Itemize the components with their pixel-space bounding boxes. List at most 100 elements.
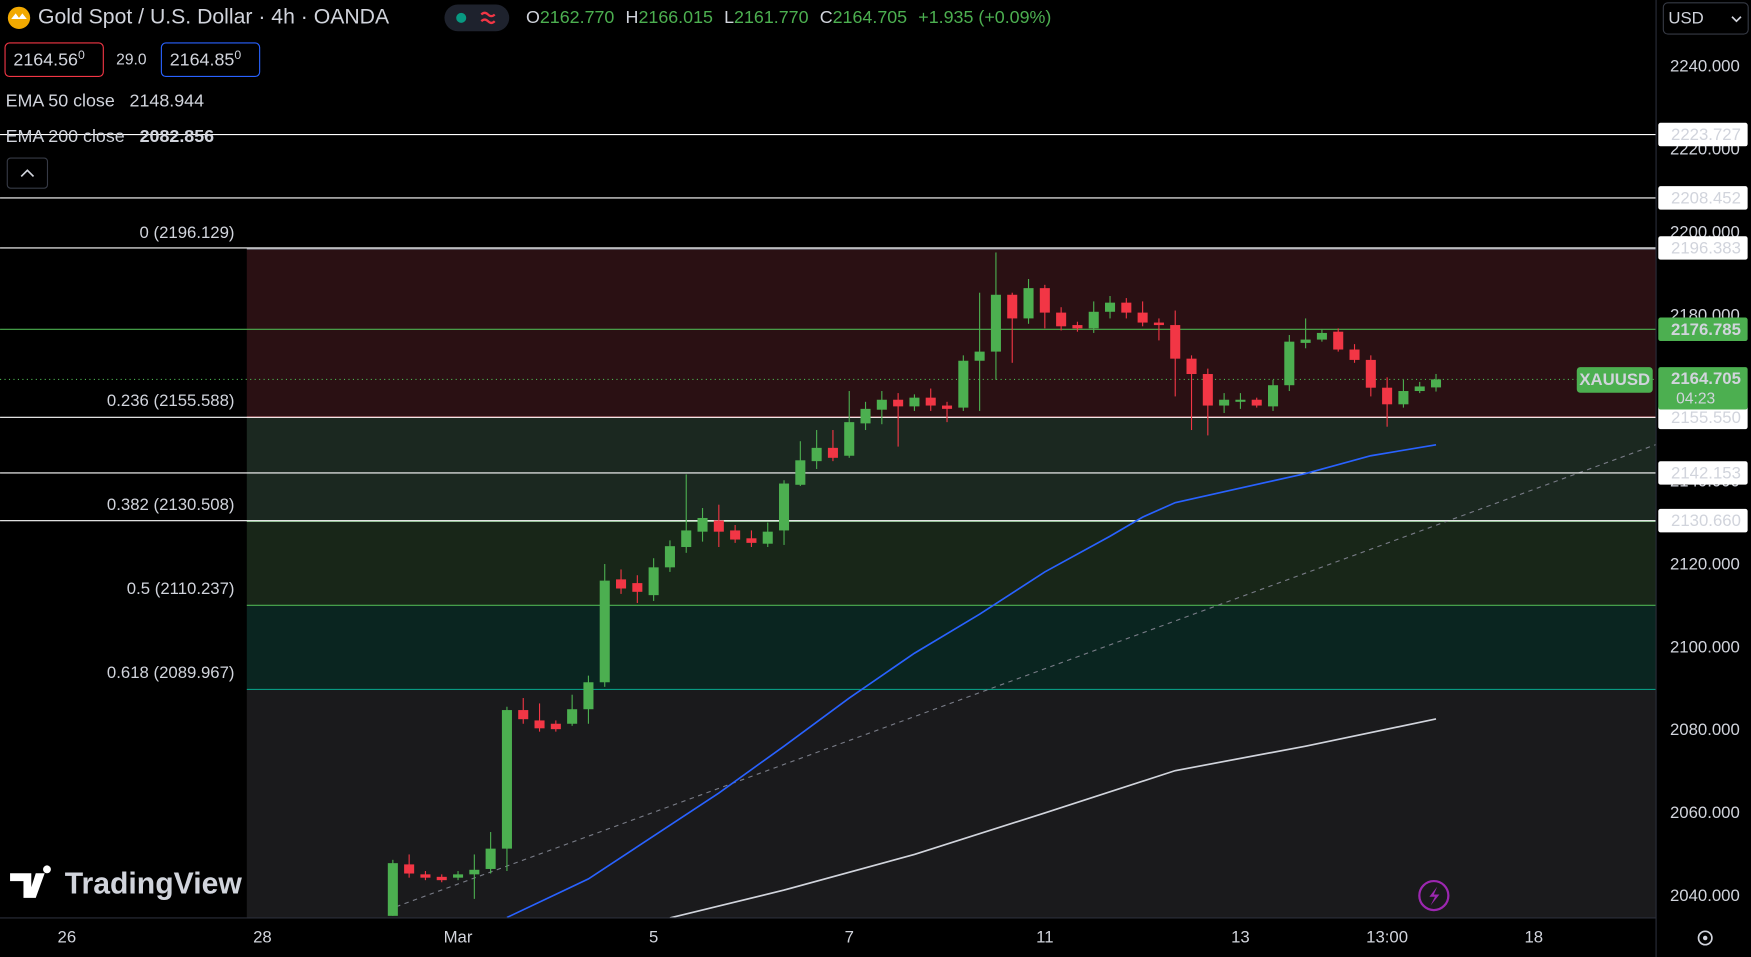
currency: USD: [1668, 8, 1703, 27]
x-tick-label: 13:00: [1366, 927, 1408, 946]
ema50-legend-name: EMA 50 close: [6, 90, 115, 110]
ask-box[interactable]: [160, 42, 261, 78]
last-price-box: [1658, 367, 1748, 410]
candle-body: [713, 520, 724, 532]
candle-body: [1235, 399, 1246, 402]
plot-area: [0, 133, 1657, 918]
ask-sup: 0: [234, 48, 241, 62]
price-label-box: [1658, 122, 1748, 147]
ask-main: 2164.85: [170, 49, 235, 69]
candle-body: [1365, 359, 1376, 388]
candle-body: [1088, 311, 1099, 329]
fib-zone: [246, 521, 1657, 606]
ohlc-value: 2162.770: [540, 7, 615, 27]
candle-body: [1007, 294, 1018, 319]
x-tick-label: Mar: [444, 927, 473, 946]
candle-body: [1382, 387, 1393, 405]
x-tick-label: 18: [1524, 927, 1543, 946]
candle-body: [860, 408, 871, 424]
candle-body: [942, 405, 953, 409]
candle-body: [632, 583, 643, 592]
candle-body: [925, 397, 936, 406]
candle-body: [893, 399, 904, 407]
price-label-box: [1658, 186, 1748, 210]
ema200-legend-name: EMA 200 close: [6, 126, 125, 146]
candle-body: [681, 530, 692, 548]
candle-body: [1316, 332, 1327, 340]
x-tick-label: 26: [58, 927, 77, 946]
dropdown-chevron: [1731, 16, 1742, 23]
symbol-icon-mark: [11, 13, 27, 19]
x-tick-label: 7: [845, 927, 854, 946]
ohlc-value: 2164.705: [833, 7, 908, 27]
fib-zone: [246, 249, 1657, 418]
y-tick-label: 2060.000: [1670, 803, 1740, 822]
candle-body: [518, 710, 529, 720]
collapse-button[interactable]: [6, 157, 49, 189]
ema200-legend-value: 2082.856: [140, 126, 215, 146]
y-tick-label: 2120.000: [1670, 554, 1740, 573]
candle-body: [1284, 341, 1295, 386]
ohlc-value: 2161.770: [734, 7, 809, 27]
candle-body: [1267, 385, 1279, 407]
candle-body: [1137, 312, 1148, 323]
fib-zone: [246, 417, 1657, 522]
spread: 29.0: [116, 51, 147, 68]
logo: TradingView: [65, 868, 243, 901]
bid-sup: 0: [78, 48, 85, 62]
ohlc-value: 2166.015: [638, 7, 713, 27]
candle-body: [1251, 399, 1262, 406]
price-label: 2130.660: [1671, 511, 1741, 530]
candle-body: [1023, 288, 1034, 319]
x-tick-label: 28: [253, 927, 272, 946]
bid-box[interactable]: [4, 42, 104, 78]
candle-body: [795, 460, 806, 485]
alert-button[interactable]: [1418, 879, 1450, 912]
symbol-title: Gold Spot / U.S. Dollar · 4h · OANDA: [38, 5, 390, 28]
ohlc-legend: O2162.770 H2166.015 L2161.770 C2164.705 +1.9…: [526, 7, 1051, 27]
candle-body: [387, 863, 398, 916]
candle-body: [1300, 339, 1311, 343]
candle-body: [1414, 386, 1425, 392]
x-tick-label: 5: [649, 927, 658, 946]
bid-main: 2164.56: [13, 49, 78, 69]
fib-label: 0 (2196.129): [140, 223, 235, 242]
currency-dropdown[interactable]: [1662, 2, 1749, 35]
candle-body: [779, 483, 790, 531]
market-open-dot: [456, 12, 467, 23]
ohlc-key: H: [626, 7, 639, 27]
price-label: 2196.383: [1671, 238, 1741, 257]
candle-body: [420, 874, 431, 878]
candle-body: [567, 709, 578, 724]
price-label: 2142.153: [1671, 463, 1741, 482]
candle-body: [501, 710, 512, 849]
ask-price: 2164.850: [170, 48, 242, 69]
candle-body: [1333, 331, 1344, 350]
ohlc-key: L: [724, 7, 734, 27]
symbol-tag: XAUUSD: [1579, 370, 1650, 389]
price-label: 2223.727: [1671, 125, 1741, 144]
candle-body: [1186, 358, 1197, 375]
price-label: 2155.550: [1671, 408, 1741, 427]
candle-body: [453, 874, 464, 878]
overlay: 0 (2196.129) 0.236 (2155.588) 0.382 (2130.…: [58, 56, 1748, 946]
candle-body: [876, 399, 887, 410]
lightning-icon: [1429, 886, 1440, 906]
candle-body: [730, 530, 741, 540]
settings-button[interactable]: [1697, 930, 1713, 946]
y-tick-label: 2080.000: [1670, 720, 1740, 739]
candle-body: [697, 517, 708, 532]
candle-body: [1430, 379, 1442, 388]
candle-body: [599, 580, 610, 683]
candle-body: [1398, 391, 1409, 405]
fib-label: 0.618 (2089.967): [107, 663, 235, 682]
candle-body: [1153, 322, 1164, 326]
candle-body: [844, 422, 855, 456]
candle-body: [1349, 349, 1360, 360]
status-pill[interactable]: [444, 4, 510, 32]
candle-body: [974, 351, 985, 361]
candle-body: [469, 869, 480, 875]
candle-body: [1170, 325, 1181, 359]
